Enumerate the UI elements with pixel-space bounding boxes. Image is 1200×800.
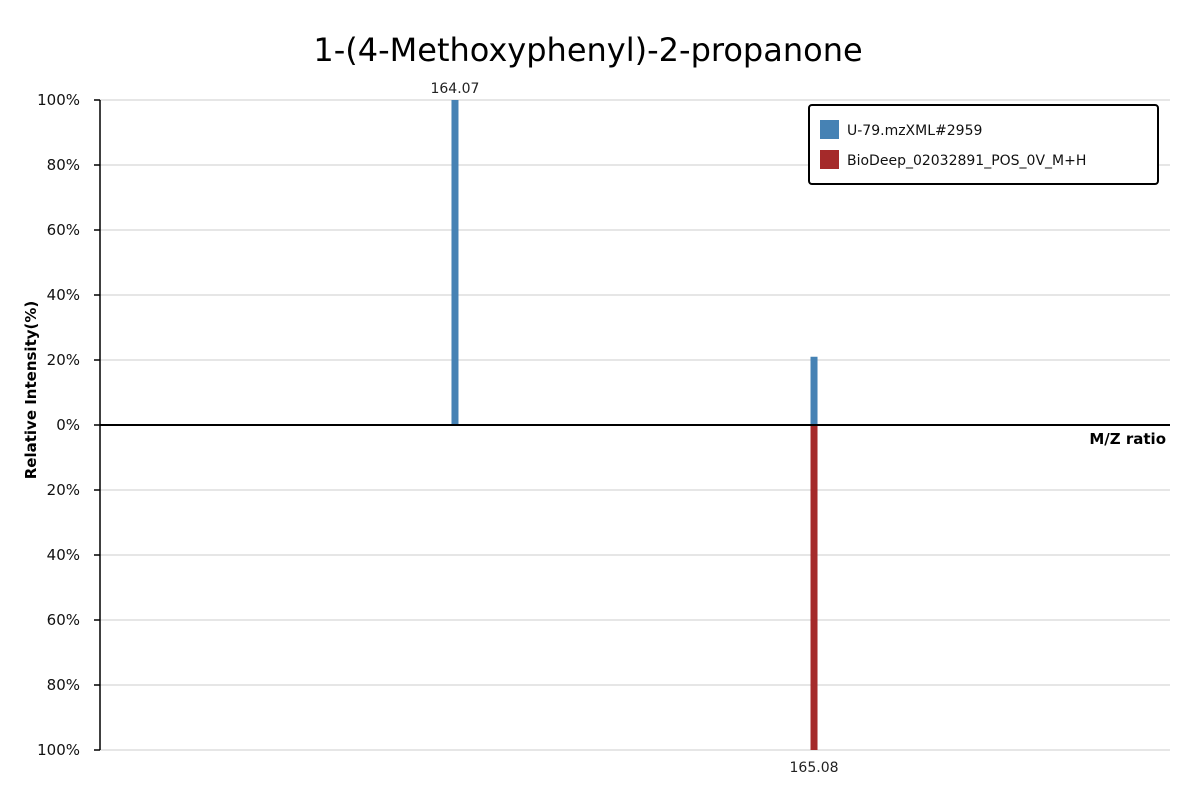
peak-label: 164.07 (430, 81, 479, 97)
x-axis-title: M/Z ratio (1089, 430, 1166, 448)
legend-label-u79: U-79.mzXML#2959 (847, 123, 982, 139)
y-axis-title: Relative Intensity(%) (22, 301, 40, 480)
chart-title: 1-(4-Methoxyphenyl)-2-propanone (313, 31, 862, 69)
y-tick-label: 40% (47, 546, 80, 564)
legend-box (808, 104, 1159, 185)
legend: U-79.mzXML#2959 BioDeep_02032891_POS_0V_… (808, 104, 1159, 185)
peak-bar-0 (810, 356, 818, 425)
peak-bar-0 (451, 100, 459, 425)
y-tick-label: 100% (37, 91, 80, 109)
y-axis-ticks: 100% 80% 60% 40% 20% 0% 20% 40% 60% 80% 100% (37, 91, 100, 759)
legend-swatch-biodeep (820, 150, 839, 169)
legend-label-biodeep: BioDeep_02032891_POS_0V_M+H (847, 153, 1086, 169)
peak-labels: 164.07 165.08 (430, 81, 838, 776)
y-tick-label: 80% (47, 676, 80, 694)
legend-swatch-u79 (820, 120, 839, 139)
y-tick-label: 40% (47, 286, 80, 304)
peak-label: 165.08 (790, 760, 839, 776)
peak-bar-1 (810, 425, 818, 750)
spectrum-peaks (451, 100, 818, 750)
y-tick-label: 20% (47, 351, 80, 369)
y-tick-label: 80% (47, 156, 80, 174)
grid-lines (100, 99, 1170, 751)
y-tick-label: 20% (47, 481, 80, 499)
y-tick-label: 0% (56, 416, 80, 434)
y-tick-label: 60% (47, 611, 80, 629)
y-tick-label: 100% (37, 741, 80, 759)
y-tick-label: 60% (47, 221, 80, 239)
